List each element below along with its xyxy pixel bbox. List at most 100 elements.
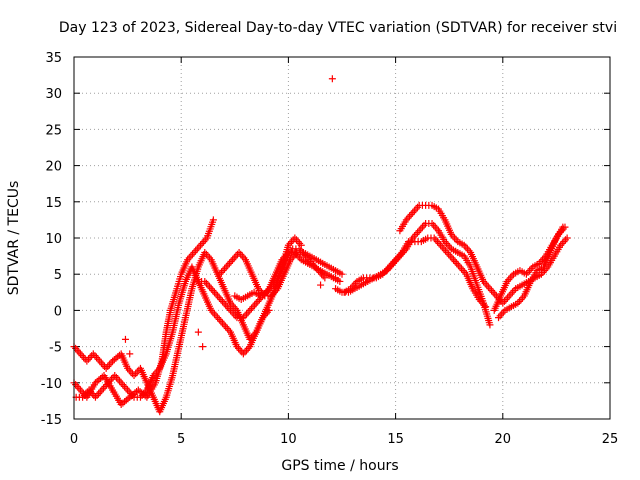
data-point-trace (84, 355, 92, 363)
data-point-trace (210, 288, 218, 296)
data-point (239, 350, 247, 358)
data-point-trace (517, 296, 525, 304)
data-point-trace (230, 303, 238, 311)
data-point-trace (219, 267, 227, 275)
data-point-trace (560, 238, 568, 246)
data-point-trace (120, 382, 128, 390)
y-tick-label: 0 (54, 304, 62, 319)
data-point (338, 270, 346, 278)
data-point-trace (288, 238, 296, 246)
data-point-trace (446, 252, 454, 260)
y-tick-label: 35 (45, 51, 62, 66)
data-point (430, 234, 438, 242)
data-point-trace (195, 243, 203, 251)
data-point-trace (112, 373, 120, 381)
y-tick-label: -10 (41, 377, 62, 392)
data-point (505, 292, 513, 300)
y-tick-label: 10 (45, 232, 62, 247)
data-point-outlier (332, 274, 340, 282)
data-point-trace (218, 319, 226, 327)
data-point-trace (93, 391, 101, 399)
data-point-outlier (126, 350, 134, 358)
data-point (456, 263, 464, 271)
x-tick-label: 15 (387, 432, 404, 447)
data-point (76, 386, 84, 394)
data-point (124, 386, 132, 394)
data-point-trace (215, 315, 223, 323)
data-point-trace (223, 325, 231, 332)
data-point (96, 357, 104, 365)
data-point-trace (97, 359, 105, 367)
data-point (117, 379, 125, 387)
data-point-trace (73, 346, 81, 354)
data-point-trace (132, 370, 140, 378)
data-point (486, 321, 494, 329)
data-point-trace (78, 352, 86, 360)
data-point (83, 357, 91, 365)
y-tick-label: -5 (49, 341, 62, 356)
data-point-outlier (194, 328, 202, 336)
data-point-trace (221, 265, 229, 273)
y-tick-label: 20 (45, 160, 62, 175)
x-tick-label: 0 (70, 432, 78, 447)
data-point-trace (292, 236, 300, 244)
data-point-trace (72, 344, 80, 352)
data-point-trace (217, 296, 225, 304)
data-point (563, 234, 571, 242)
data-point-trace (228, 308, 236, 316)
data-point-trace (451, 234, 459, 242)
data-point-trace (241, 348, 249, 356)
data-point-trace (222, 323, 230, 331)
y-tick-label: 15 (45, 196, 62, 211)
data-point-trace (227, 258, 235, 266)
data-point-outlier (317, 281, 325, 289)
data-point (252, 299, 260, 307)
data-point-trace (294, 238, 302, 246)
data-point-trace (75, 348, 83, 356)
data-point (130, 372, 138, 380)
data-point-outlier (328, 75, 336, 83)
data-point-trace (105, 361, 113, 369)
data-point-trace (244, 308, 252, 316)
data-point (486, 285, 494, 293)
data-point-trace (238, 252, 246, 260)
data-point (482, 303, 490, 311)
data-point-trace (86, 353, 94, 361)
data-point-trace (502, 296, 510, 304)
data-point-trace (218, 297, 226, 305)
data-point-trace (484, 283, 492, 291)
data-point-trace (80, 353, 88, 361)
data-point-trace (255, 296, 263, 304)
data-point-trace (504, 294, 512, 302)
data-point (111, 372, 119, 380)
data-point (214, 292, 222, 300)
data-point-trace (188, 250, 196, 258)
x-tick-label: 5 (177, 432, 185, 447)
data-point-trace (412, 230, 420, 238)
data-point-trace (251, 301, 259, 309)
y-tick-label: 5 (54, 268, 62, 283)
data-point (220, 321, 228, 329)
data-point-trace (414, 229, 422, 237)
data-point-trace (500, 297, 508, 305)
data-point-trace (430, 221, 438, 229)
data-point-trace (507, 290, 515, 298)
data-point-trace (187, 252, 195, 260)
data-point-trace (454, 261, 462, 269)
data-point (265, 306, 273, 314)
data-point-trace (107, 359, 115, 367)
data-point-trace (435, 239, 443, 247)
data-point-trace (463, 245, 471, 253)
data-point-trace (451, 258, 459, 266)
data-point-trace (217, 317, 225, 325)
data-point-trace (236, 346, 244, 354)
y-axis-label: SDTVAR / TECUs (6, 181, 22, 296)
data-point-trace (414, 203, 422, 211)
data-point-trace (412, 205, 420, 213)
data-point (222, 263, 230, 271)
data-point-trace (99, 361, 107, 369)
data-point-trace (237, 250, 245, 258)
data-point-trace (410, 207, 418, 215)
data-point-trace (200, 238, 208, 246)
data-point-trace (204, 252, 212, 260)
